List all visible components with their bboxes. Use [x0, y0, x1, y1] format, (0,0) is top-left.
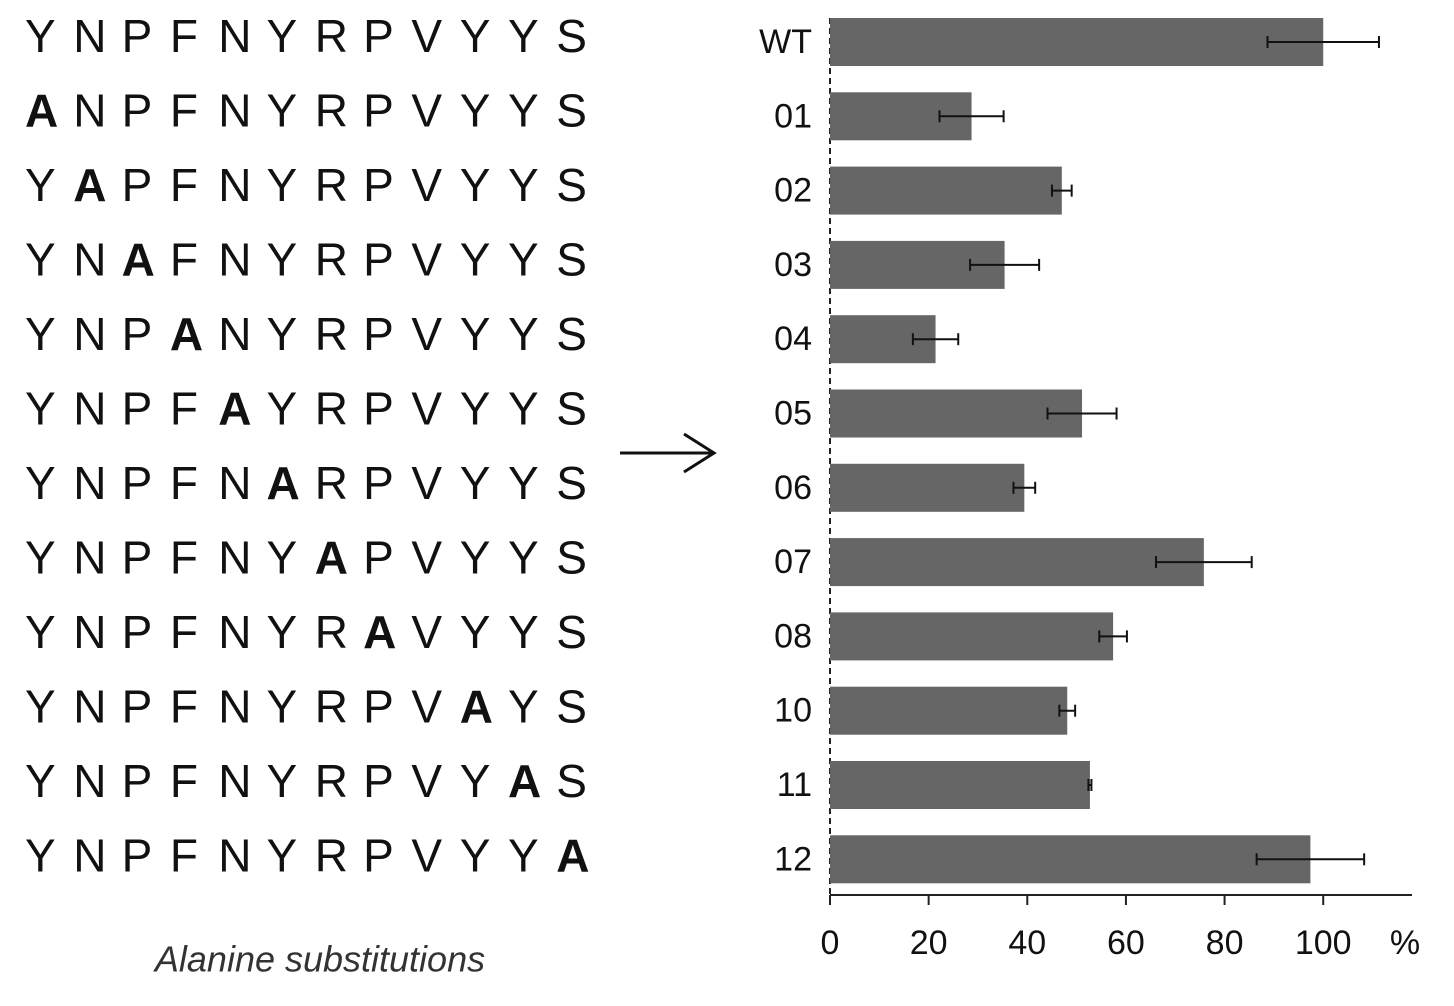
bar: [830, 835, 1311, 884]
bar: [830, 612, 1114, 661]
x-tick-label: 40: [1008, 924, 1046, 962]
x-unit: %: [1390, 924, 1420, 962]
y-tick-label: 10: [774, 692, 812, 730]
error-bar: [969, 258, 1041, 271]
arrow: [620, 432, 717, 474]
y-tick-label: 02: [774, 172, 812, 210]
y-tick-label: 04: [774, 320, 812, 358]
y-tick-label: 07: [774, 543, 812, 581]
error-bar: [1155, 556, 1253, 569]
bar: [830, 761, 1090, 809]
error-bar: [1046, 407, 1118, 420]
x-tick-label: 0: [821, 924, 840, 962]
bar: [830, 166, 1062, 215]
bar: [830, 538, 1204, 587]
error-bar: [1098, 630, 1128, 643]
y-tick-label: 06: [774, 469, 812, 507]
error-bar: [911, 333, 960, 346]
error-bar: [1266, 36, 1380, 48]
caption: Alanine substitutions: [153, 939, 485, 980]
bar: [830, 686, 1068, 735]
y-tick-label: 08: [774, 617, 812, 655]
error-bar: [1050, 184, 1073, 197]
error-bar: [1058, 704, 1077, 717]
bar: [830, 18, 1324, 66]
bar: [830, 389, 1083, 438]
y-tick-label: 12: [774, 840, 812, 878]
bar: [830, 463, 1025, 512]
y-tick-label: 01: [774, 97, 812, 135]
y-tick-label: WT: [759, 23, 812, 61]
error-bar: [938, 110, 1005, 123]
y-tick-label: 03: [774, 246, 812, 284]
error-bar: [1087, 779, 1093, 791]
y-tick-label: 05: [774, 394, 812, 432]
error-bar: [1012, 481, 1037, 494]
x-tick-label: 60: [1107, 924, 1145, 962]
error-bar: [1255, 853, 1366, 866]
y-tick-label: 11: [777, 766, 812, 804]
x-tick-label: 80: [1206, 924, 1244, 962]
x-tick-label: 100: [1295, 924, 1352, 962]
x-tick-label: 20: [910, 924, 948, 962]
